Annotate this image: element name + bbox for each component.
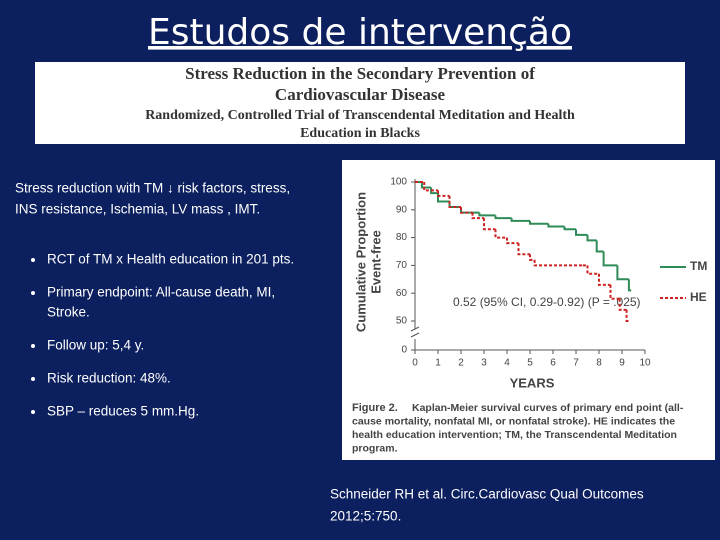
bullet-text: RCT of TM x Health education in 201 pts. — [47, 252, 294, 267]
bullet-text: SBP – reduces 5 mm.Hg. — [47, 404, 199, 419]
bullet-dot — [31, 410, 35, 414]
y-tick-label: 80 — [396, 232, 408, 243]
survival-curve — [586, 234, 597, 242]
article-subtitle: Education in Blacks — [300, 126, 420, 141]
survival-curve — [563, 226, 576, 231]
y-axis-title: Event-free — [368, 230, 383, 294]
summary: Stress reduction with TM ↓ risk factors,… — [15, 181, 290, 196]
caption-text: Kaplan-Meier survival curves of primary … — [412, 402, 684, 414]
survival-curve — [618, 298, 627, 311]
x-tick-label: 1 — [435, 358, 441, 369]
survival-curve — [595, 240, 604, 253]
survival-curve — [437, 190, 450, 197]
legend-label: HE — [690, 290, 707, 304]
legend-label: TM — [690, 259, 707, 273]
caption-label: Figure 2. — [352, 402, 398, 414]
x-tick-label: 0 — [412, 358, 418, 369]
bullet-text: Risk reduction: 48%. — [47, 371, 171, 386]
x-tick-label: 4 — [504, 358, 510, 369]
citation: 2012;5:750. — [330, 509, 401, 524]
figure-box — [342, 160, 715, 460]
x-tick-label: 8 — [596, 358, 602, 369]
survival-curve — [586, 265, 599, 275]
survival-curve — [616, 265, 629, 281]
survival-curve — [575, 229, 588, 236]
bullet-text: Stroke. — [47, 305, 90, 320]
axis-break — [410, 332, 420, 338]
x-tick-label: 10 — [639, 358, 651, 369]
survival-curve — [529, 220, 549, 225]
survival-curve — [627, 279, 632, 292]
slide-title: Estudos de intervenção — [148, 12, 572, 53]
survival-curve — [494, 229, 507, 239]
survival-curve — [517, 243, 530, 256]
bullet-dot — [31, 258, 35, 262]
caption-text: cause mortality, nonfatal MI, or nonfata… — [352, 415, 675, 427]
summary: INS resistance, Ischemia, LV mass , IMT. — [15, 202, 260, 217]
article-header-box — [35, 62, 685, 144]
y-tick-label: 90 — [396, 204, 408, 215]
survival-curve — [598, 273, 611, 286]
bullet-dot — [31, 291, 35, 295]
caption-text: health education intervention; TM, the T… — [352, 429, 677, 441]
survival-curve — [420, 182, 432, 189]
survival-curve — [460, 207, 473, 214]
bullet-text: Follow up: 5,4 y. — [47, 338, 144, 353]
y-tick-label: 0 — [401, 345, 407, 356]
axis-break — [410, 326, 420, 332]
caption-text: program. — [352, 442, 398, 454]
article-title: Cardiovascular Disease — [275, 85, 446, 104]
article-title: Stress Reduction in the Secondary Preven… — [185, 64, 535, 83]
survival-curve — [448, 195, 461, 209]
survival-curve — [483, 218, 496, 231]
bullet-dot — [31, 377, 35, 381]
survival-curve — [423, 182, 438, 192]
survival-curve — [625, 309, 629, 322]
x-tick-label: 2 — [458, 358, 464, 369]
survival-curve — [494, 215, 512, 220]
y-tick-label: 100 — [390, 177, 407, 188]
y-axis-title: Cumulative Proportion — [353, 192, 368, 332]
annotation: 0.52 (95% CI, 0.29-0.92) (P = .025) — [453, 295, 641, 309]
survival-curve — [478, 212, 496, 217]
x-tick-label: 3 — [481, 358, 487, 369]
citation: Schneider RH et al. Circ.Cardiovasc Qual… — [330, 487, 644, 502]
survival-curve — [609, 284, 620, 300]
survival-curve — [471, 212, 484, 220]
x-tick-label: 5 — [527, 358, 533, 369]
x-tick-label: 9 — [619, 358, 625, 369]
survival-curve — [506, 237, 519, 245]
bullet-text: Primary endpoint: All-cause death, MI, — [47, 285, 275, 300]
x-tick-label: 7 — [573, 358, 579, 369]
survival-curve — [529, 254, 535, 261]
survival-curve — [533, 259, 583, 267]
article-subtitle: Randomized, Controlled Trial of Transcen… — [145, 108, 575, 123]
y-tick-label: 70 — [396, 260, 408, 271]
y-tick-label: 60 — [396, 288, 408, 299]
x-axis-title: YEARS — [510, 375, 555, 390]
bullet-dot — [31, 344, 35, 348]
survival-curve — [602, 251, 618, 267]
x-tick-label: 6 — [550, 358, 556, 369]
y-tick-label: 50 — [396, 316, 408, 327]
survival-curve — [547, 223, 565, 228]
survival-curve — [510, 218, 530, 222]
